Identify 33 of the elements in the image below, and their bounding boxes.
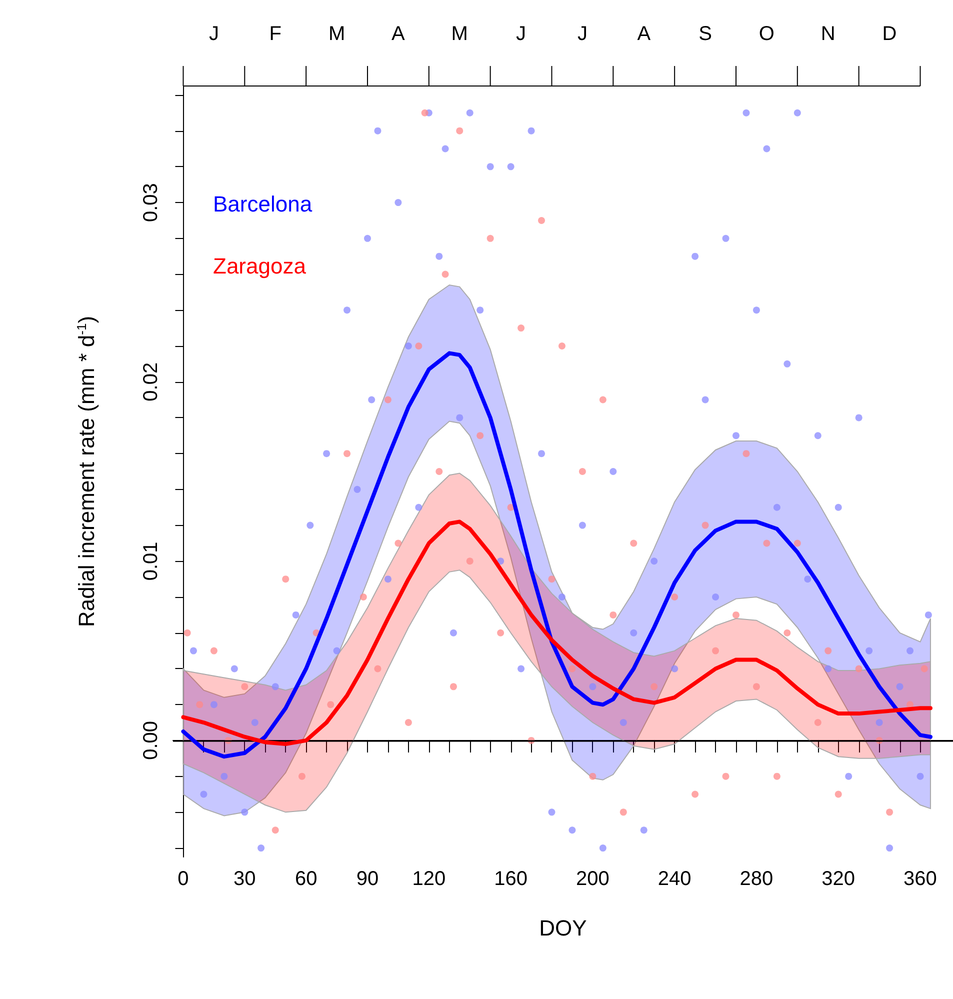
text: Zaragoza — [213, 254, 307, 278]
line-series — [181, 351, 932, 759]
x-tick-label: 200 — [576, 868, 610, 890]
text: S — [698, 23, 712, 45]
y-tick-label: 0.02 — [140, 362, 162, 402]
x-tick-label: 120 — [412, 868, 446, 890]
y-tick-label: 0.03 — [140, 183, 162, 222]
y-tick-label: 0.01 — [140, 542, 162, 581]
x-tick-label: 60 — [294, 868, 318, 890]
text: M — [328, 23, 346, 45]
x-tick-label: 320 — [822, 868, 856, 890]
y-tick-label: 0.00 — [140, 720, 162, 760]
y-axis-title: Radial increment rate (mm * d-1) — [74, 316, 99, 628]
text: O — [758, 23, 774, 45]
x-tick-label: 360 — [904, 868, 937, 890]
x-tick-label: 160 — [494, 868, 528, 890]
x-tick-label: 240 — [658, 868, 692, 890]
x-axis-title: DOY — [539, 916, 588, 940]
text: F — [269, 23, 282, 45]
text: M — [451, 23, 468, 45]
x-tick-label: 280 — [740, 868, 774, 890]
text: A — [637, 23, 652, 45]
text: J — [516, 23, 526, 45]
x-tick-label: 90 — [356, 868, 379, 890]
text: D — [882, 23, 897, 45]
x-tick-label: 30 — [234, 868, 256, 890]
text: A — [392, 23, 406, 45]
text: Barcelona — [213, 192, 313, 216]
line-series — [181, 520, 932, 746]
text: J — [577, 23, 588, 45]
x-tick-label: 0 — [178, 868, 189, 890]
text: J — [208, 23, 219, 45]
text: N — [820, 23, 836, 45]
